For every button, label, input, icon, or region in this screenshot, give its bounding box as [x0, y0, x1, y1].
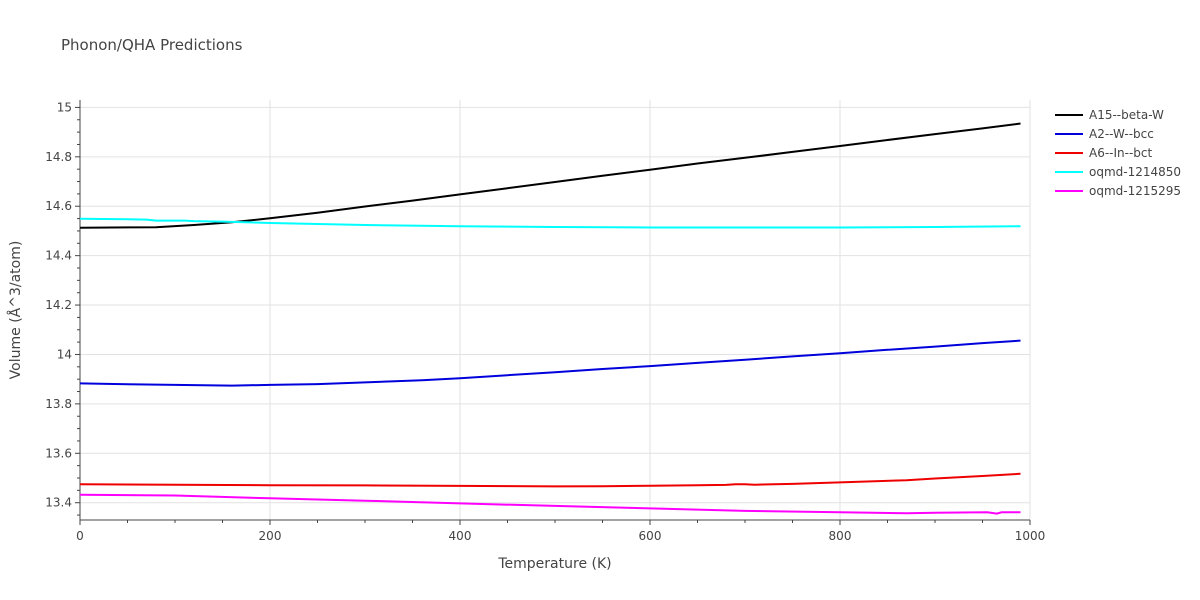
y-axis-title: Volume (Å^3/atom)	[7, 241, 24, 380]
y-tick-label: 14.2	[45, 298, 72, 312]
series-line-oqmd-1215295	[79, 493, 1021, 515]
legend-label: A15--beta-W	[1089, 108, 1164, 122]
legend-item-oqmd-1215295[interactable]: oqmd-1215295	[1055, 184, 1181, 198]
x-tick-labels: 0 200 400 600 800 1000	[76, 529, 1045, 543]
legend-item-A6--In--bct[interactable]: A6--In--bct	[1055, 146, 1153, 160]
x-tick-label: 200	[259, 529, 282, 543]
x-tick-label: 600	[639, 529, 662, 543]
legend-item-oqmd-1214850[interactable]: oqmd-1214850	[1055, 165, 1181, 179]
series-line-A15--beta-W	[79, 122, 1021, 229]
x-tick-label: 800	[829, 529, 852, 543]
grid-lines	[79, 100, 1031, 521]
series-line-oqmd-1214850	[79, 217, 1021, 229]
y-tick-label: 14.8	[45, 150, 72, 164]
legend-label: oqmd-1214850	[1089, 165, 1181, 179]
chart-title: Phonon/QHA Predictions	[61, 36, 243, 54]
y-tick-label: 14.4	[45, 249, 72, 263]
series-line-A6--In--bct	[79, 472, 1021, 488]
y-tick-label: 15	[57, 100, 72, 114]
series-line-A2--W--bcc	[79, 339, 1021, 387]
x-tick-label: 0	[76, 529, 84, 543]
minor-ticks	[75, 106, 1031, 525]
x-axis-title: Temperature (K)	[497, 556, 611, 572]
x-tick-label: 1000	[1015, 529, 1046, 543]
y-tick-label: 13.6	[45, 446, 72, 460]
x-tick-label: 400	[449, 529, 472, 543]
y-tick-label: 14	[57, 347, 72, 361]
y-tick-label: 13.8	[45, 397, 72, 411]
legend[interactable]: A15--beta-W A2--W--bcc A6--In--bct oqmd-121…	[1055, 108, 1181, 198]
legend-label: A2--W--bcc	[1089, 127, 1154, 141]
y-tick-label: 14.6	[45, 199, 72, 213]
y-tick-label: 13.4	[45, 496, 72, 510]
legend-item-A15--beta-W[interactable]: A15--beta-W	[1055, 108, 1164, 122]
legend-label: oqmd-1215295	[1089, 184, 1181, 198]
legend-item-A2--W--bcc[interactable]: A2--W--bcc	[1055, 127, 1154, 141]
legend-label: A6--In--bct	[1089, 146, 1153, 160]
y-tick-labels: 13.4 13.6 13.8 14 14.2 14.4 14.6 14.8 15	[45, 100, 72, 509]
series-lines	[79, 122, 1021, 515]
